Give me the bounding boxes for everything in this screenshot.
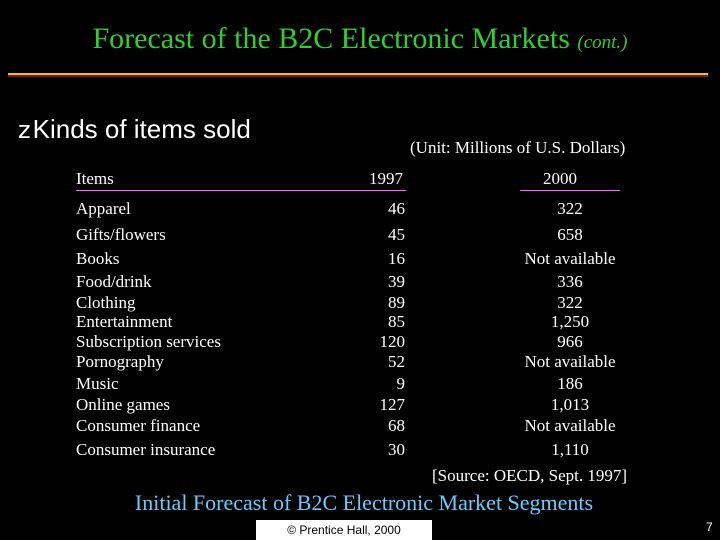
table-row-1997: 68 bbox=[388, 416, 405, 435]
table-row-1997: 39 bbox=[388, 272, 405, 291]
header-2000: 2000 bbox=[543, 169, 577, 188]
table-row-1997: 46 bbox=[388, 199, 405, 218]
table-row-item: Subscription services bbox=[76, 332, 221, 351]
bullet-point: zKinds of items sold bbox=[18, 114, 251, 145]
title-rule-top bbox=[8, 73, 708, 75]
slide-title: Forecast of the B2C Electronic Markets (… bbox=[0, 22, 720, 56]
table-row-2000: 322 bbox=[557, 293, 583, 312]
table-row-1997: 127 bbox=[379, 395, 406, 414]
table-row-2000: 336 bbox=[557, 272, 583, 291]
table-row-1997: 9 bbox=[396, 374, 406, 393]
header-underline-right bbox=[520, 190, 620, 191]
source-note: [Source: OECD, Sept. 1997] bbox=[432, 466, 628, 485]
table-row-2000: 966 bbox=[557, 332, 583, 351]
table-row-item: Books bbox=[76, 249, 120, 268]
table-row-item: Gifts/flowers bbox=[76, 225, 166, 244]
table-row-2000: Not available bbox=[524, 352, 616, 371]
table-row-2000: 186 bbox=[557, 374, 583, 393]
title-rule-bottom bbox=[8, 75, 708, 77]
table-row-1997: 30 bbox=[388, 440, 405, 459]
table-row-1997: 89 bbox=[388, 293, 405, 312]
slide-caption: Initial Forecast of B2C Electronic Marke… bbox=[134, 490, 594, 515]
footer-copyright: © Prentice Hall, 2000 bbox=[256, 520, 432, 540]
table-row-item: Music bbox=[76, 374, 119, 393]
unit-note: (Unit: Millions of U.S. Dollars) bbox=[410, 138, 626, 157]
table-row-item: Online games bbox=[76, 395, 170, 414]
slide-title-suffix: (cont.) bbox=[577, 32, 628, 53]
table-row-1997: 45 bbox=[388, 225, 405, 244]
slide-title-text: Forecast of the B2C Electronic Markets bbox=[92, 22, 570, 55]
table-row-2000: 1,110 bbox=[551, 440, 589, 459]
table-row-1997: 16 bbox=[388, 249, 405, 268]
table-row-1997: 120 bbox=[379, 332, 406, 351]
bullet-icon: z bbox=[18, 116, 31, 144]
table-row-item: Consumer finance bbox=[76, 416, 201, 435]
table-row-1997: 52 bbox=[388, 352, 405, 371]
table-row-2000: 322 bbox=[557, 199, 583, 218]
table-row-item: Apparel bbox=[76, 199, 131, 218]
table-row-2000: Not available bbox=[524, 416, 616, 435]
table-row-item: Clothing bbox=[76, 293, 136, 312]
table-row-item: Pornography bbox=[76, 352, 164, 371]
bullet-text: Kinds of items sold bbox=[32, 114, 251, 144]
header-underline-left bbox=[76, 190, 406, 191]
table-row-item: Consumer insurance bbox=[76, 440, 216, 459]
table-row-1997: 85 bbox=[388, 312, 405, 331]
table-row-item: Entertainment bbox=[76, 312, 173, 331]
table-row-2000: 658 bbox=[557, 225, 583, 244]
table-row-item: Food/drink bbox=[76, 272, 152, 291]
header-1997: 1997 bbox=[369, 169, 403, 188]
table-row-2000: Not available bbox=[524, 249, 616, 268]
header-items: Items bbox=[76, 169, 114, 188]
page-number: 7 bbox=[706, 520, 713, 534]
table-row-2000: 1,013 bbox=[550, 395, 590, 414]
table-row-2000: 1,250 bbox=[550, 312, 590, 331]
